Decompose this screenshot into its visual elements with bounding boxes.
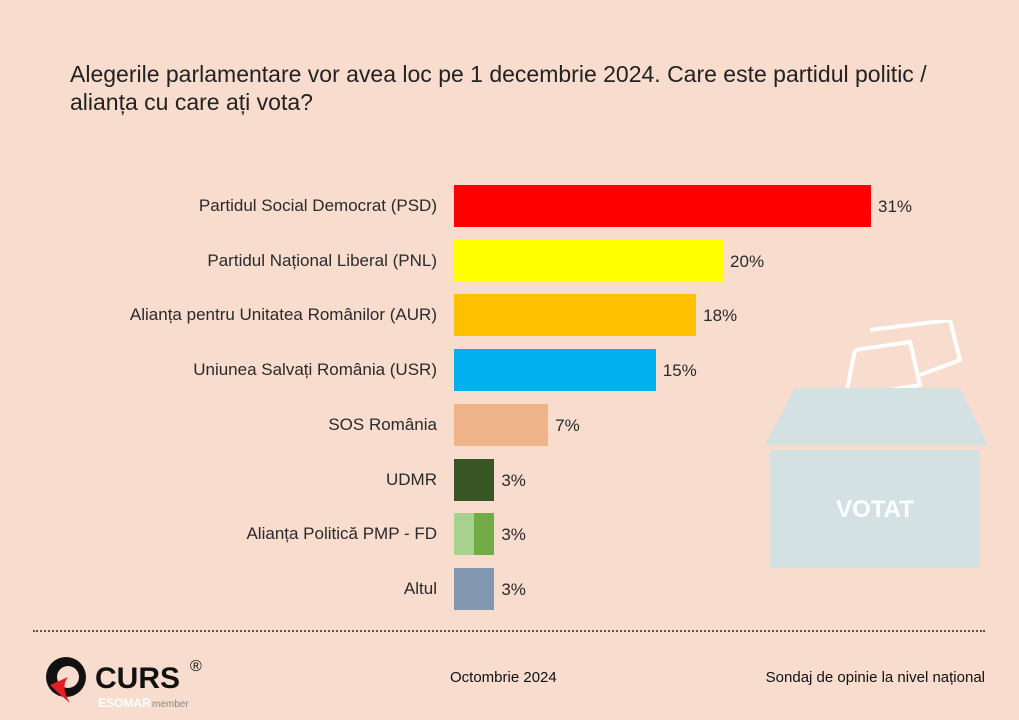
logo-member: member xyxy=(152,699,189,710)
logo-brand: CURS xyxy=(95,662,180,695)
bar xyxy=(454,458,495,501)
value-label: 3% xyxy=(501,525,526,545)
bar xyxy=(454,294,697,337)
footer-date: Octombrie 2024 xyxy=(450,669,557,686)
ballot-text: VOTAT xyxy=(836,496,914,523)
category-label: Alianța pentru Unitatea Românilor (AUR) xyxy=(129,305,437,325)
value-label: 7% xyxy=(555,415,580,435)
bar xyxy=(454,185,871,227)
category-label: Partidul Național Liberal (PNL) xyxy=(207,250,437,270)
bar xyxy=(454,239,724,282)
category-label: Uniunea Salvați România (USR) xyxy=(193,360,437,380)
chart-title: Alegerile parlamentare vor avea loc pe 1… xyxy=(70,61,927,115)
bar xyxy=(454,513,495,556)
category-label: Partidul Social Democrat (PSD) xyxy=(198,196,437,215)
value-label: 20% xyxy=(730,251,765,271)
footer-divider xyxy=(33,630,985,632)
category-label: UDMR xyxy=(386,469,437,489)
bar xyxy=(454,403,549,446)
category-label: SOS România xyxy=(328,414,437,434)
category-label: Altul xyxy=(403,578,437,598)
value-label: 3% xyxy=(501,470,526,490)
bar xyxy=(454,349,656,392)
logo-registered: ® xyxy=(190,658,202,675)
value-label: 3% xyxy=(501,579,526,599)
logo-esomar: ESOMAR xyxy=(98,696,151,710)
category-label: Alianța Politică PMP - FD xyxy=(246,524,437,544)
value-label: 18% xyxy=(703,306,738,326)
value-label: 31% xyxy=(878,197,913,216)
bar xyxy=(454,567,495,610)
curs-logo: CURS ® ESOMAR member xyxy=(40,655,220,720)
value-label: 15% xyxy=(662,361,697,381)
footer-survey: Sondaj de opinie la nivel național xyxy=(765,669,985,686)
ballot-box-icon: VOTAT xyxy=(765,320,988,568)
